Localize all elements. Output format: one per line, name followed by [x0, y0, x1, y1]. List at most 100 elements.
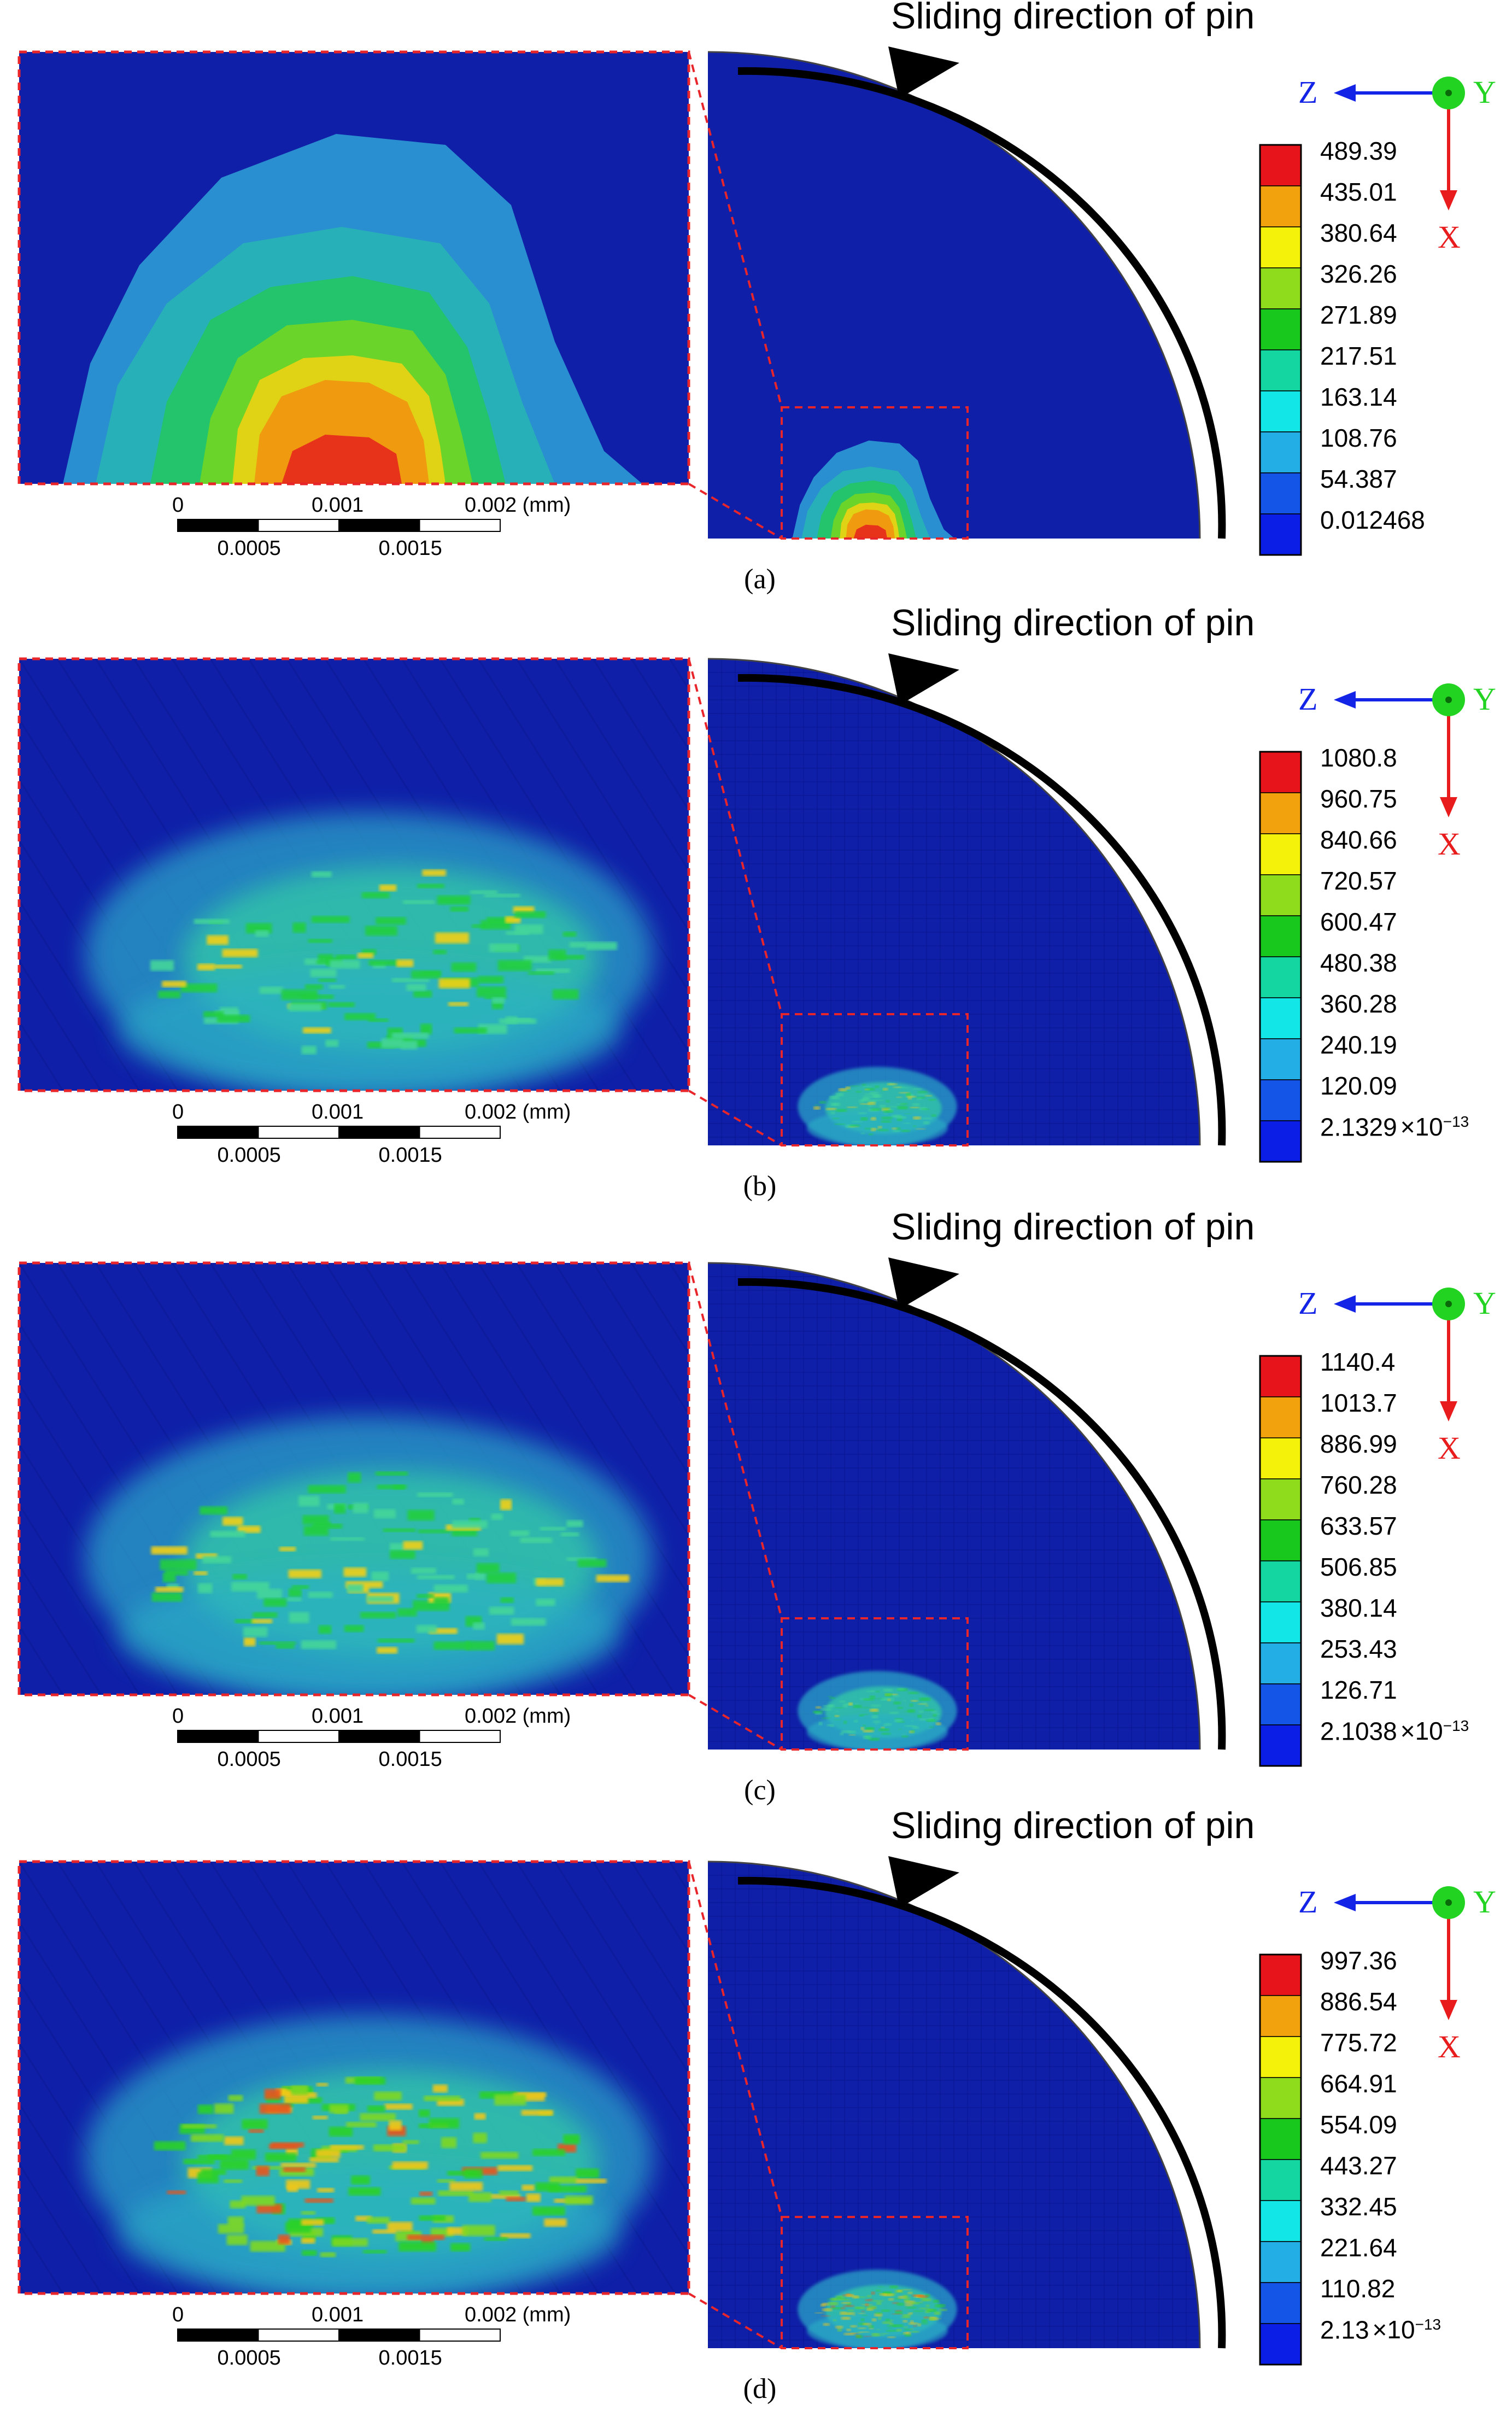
legend-swatch — [1259, 997, 1302, 1039]
legend-value: 240.19 — [1320, 1032, 1397, 1057]
panel-graphics — [17, 1257, 1465, 1767]
legend-value-text: 600.47 — [1320, 908, 1397, 936]
zoom-inset — [19, 1862, 689, 2294]
scale-tick-label: 0.001 — [312, 1705, 364, 1728]
quarter-disk — [708, 1862, 1200, 2348]
panel-a: Sliding direction of pin Z Y X 489.39 435.01 3… — [0, 0, 1512, 601]
legend-value: 720.57 — [1320, 868, 1397, 893]
legend-swatch — [1259, 2077, 1302, 2119]
legend-value: 600.47 — [1320, 909, 1397, 934]
scale-bar — [177, 1730, 501, 1743]
scale-tick-label: 0.0015 — [378, 1144, 442, 1167]
legend-swatch — [1259, 349, 1302, 391]
legend-swatch — [1259, 833, 1302, 875]
sliding-direction-arrow-icon — [737, 1856, 1226, 2349]
legend-value: 360.28 — [1320, 991, 1397, 1016]
axis-label-y: Y — [1473, 1884, 1496, 1920]
legend-value-text: 120.09 — [1320, 1072, 1397, 1100]
legend-value: 1080.8 — [1320, 745, 1397, 770]
legend-swatch — [1259, 751, 1302, 793]
legend-swatch — [1259, 1355, 1302, 1397]
legend-exponent-power: −13 — [1443, 1113, 1469, 1130]
axis-label-y: Y — [1473, 681, 1496, 717]
panel-label: (d) — [743, 2373, 777, 2404]
legend-value: 110.82 — [1320, 2276, 1395, 2301]
legend-value: 120.09 — [1320, 1073, 1397, 1098]
scale-tick-label: 0.0005 — [217, 1144, 281, 1167]
legend-value-text: 163.14 — [1320, 383, 1397, 411]
legend-value-text: 886.54 — [1320, 1987, 1397, 2016]
axis-triad-icon — [1334, 1886, 1465, 2020]
legend-value-text: 489.39 — [1320, 137, 1397, 165]
legend-swatch — [1259, 1437, 1302, 1479]
legend-value: 54.387 — [1320, 466, 1397, 492]
legend-value: 221.64 — [1320, 2235, 1397, 2260]
legend-swatch — [1259, 1560, 1302, 1602]
legend-swatch — [1259, 1995, 1302, 2037]
legend-value-text: 760.28 — [1320, 1471, 1397, 1499]
panel-b: Sliding direction of pin Z Y X 1080.8 960.75 8… — [0, 602, 1512, 1208]
legend-value: 886.99 — [1320, 1431, 1397, 1456]
axis-label-z: Z — [1298, 1884, 1318, 1920]
legend-swatch — [1259, 472, 1302, 514]
legend-value: 217.51 — [1320, 343, 1397, 368]
legend-value: 2.1038 ×10−13 — [1320, 1718, 1469, 1744]
legend-value: 435.01 — [1320, 179, 1397, 204]
scale-tick-label: 0.001 — [312, 1101, 364, 1124]
legend-swatch — [1259, 2200, 1302, 2242]
axis-label-x: X — [1438, 826, 1461, 862]
legend-value-text: 380.64 — [1320, 219, 1397, 247]
scale-tick-label: 0.0015 — [378, 1748, 442, 1771]
legend-swatch — [1259, 1642, 1302, 1684]
scale-tick-label: 0.0015 — [378, 2347, 442, 2370]
legend-value-text: 997.36 — [1320, 1946, 1397, 1975]
legend-value: 326.26 — [1320, 261, 1397, 286]
legend-swatch — [1259, 1519, 1302, 1561]
axis-label-x: X — [1438, 219, 1461, 255]
legend-swatch — [1259, 874, 1302, 916]
legend-value: 108.76 — [1320, 425, 1397, 451]
legend-swatch — [1259, 431, 1302, 473]
legend-value-text: 775.72 — [1320, 2028, 1397, 2057]
legend-value: 489.39 — [1320, 138, 1397, 163]
legend-exponent-power: −13 — [1443, 1717, 1469, 1734]
legend-swatch — [1259, 2241, 1302, 2283]
legend-swatch — [1259, 1954, 1302, 1996]
panel-graphics — [17, 653, 1465, 1163]
legend-swatch — [1259, 267, 1302, 309]
zoom-inset — [19, 1263, 689, 1695]
legend-value: 997.36 — [1320, 1948, 1397, 1973]
legend-value-text: 108.76 — [1320, 424, 1397, 452]
legend-swatch — [1259, 2159, 1302, 2201]
legend-value: 960.75 — [1320, 786, 1397, 811]
sliding-direction-arrow-icon — [737, 46, 1226, 539]
legend-value: 380.64 — [1320, 220, 1397, 245]
scale-tick-label: 0.002 (mm) — [465, 1705, 571, 1728]
plot-title: Sliding direction of pin — [891, 0, 1255, 37]
panel-label: (b) — [743, 1171, 777, 1202]
panel-d: Sliding direction of pin Z Y X 997.36 886.54 7… — [0, 1805, 1512, 2411]
legend-value-text: 0.012468 — [1320, 506, 1425, 534]
legend-value-text: 633.57 — [1320, 1512, 1397, 1540]
legend-value: 554.09 — [1320, 2112, 1397, 2137]
legend-swatch — [1259, 390, 1302, 432]
legend-value: 126.71 — [1320, 1677, 1397, 1702]
scale-tick-label: 0.001 — [312, 2303, 364, 2326]
legend-value-text: 960.75 — [1320, 785, 1397, 813]
legend-value: 886.54 — [1320, 1989, 1397, 2014]
scale-bar — [177, 2328, 501, 2342]
legend-swatch — [1259, 1120, 1302, 1162]
legend-value-text: 886.99 — [1320, 1430, 1397, 1458]
legend-value-text: 2.1329 — [1320, 1113, 1397, 1142]
legend-swatch — [1259, 226, 1302, 268]
legend-swatch — [1259, 185, 1302, 227]
legend-value: 1140.4 — [1320, 1349, 1395, 1374]
legend-value-text: 126.71 — [1320, 1676, 1397, 1704]
scale-tick-label: 0 — [172, 494, 184, 517]
legend-swatch — [1259, 1478, 1302, 1520]
legend-swatch — [1259, 915, 1302, 957]
sliding-direction-arrow-icon — [737, 1257, 1226, 1750]
scale-tick-label: 0.002 (mm) — [465, 2303, 571, 2326]
legend-value: 775.72 — [1320, 2030, 1397, 2055]
scale-bar — [177, 1126, 501, 1139]
